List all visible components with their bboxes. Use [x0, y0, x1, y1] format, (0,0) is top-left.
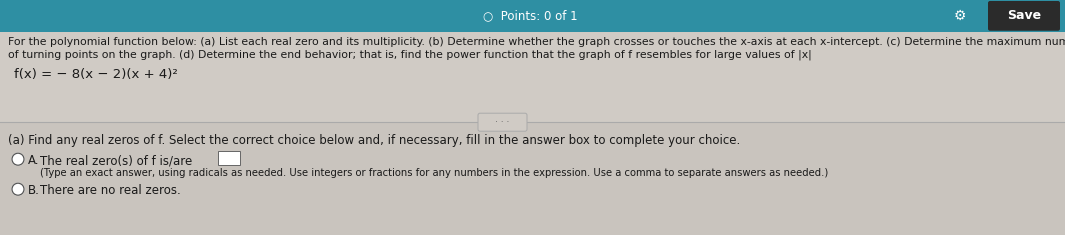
- Text: ⚙: ⚙: [954, 9, 966, 23]
- Text: f(x) = − 8(x − 2)(x + 4)²: f(x) = − 8(x − 2)(x + 4)²: [14, 68, 178, 81]
- Circle shape: [12, 153, 24, 165]
- FancyBboxPatch shape: [988, 1, 1060, 31]
- Text: A.: A.: [28, 154, 39, 167]
- Circle shape: [12, 183, 24, 195]
- Text: of turning points on the graph. (d) Determine the end behavior; that is, find th: of turning points on the graph. (d) Dete…: [9, 50, 812, 60]
- Text: B.: B.: [28, 184, 39, 197]
- Text: ○  Points: 0 of 1: ○ Points: 0 of 1: [482, 9, 577, 22]
- Bar: [0, 122, 1065, 235]
- Text: (a) Find any real zeros of f. Select the correct choice below and, if necessary,: (a) Find any real zeros of f. Select the…: [9, 134, 740, 147]
- Text: Save: Save: [1006, 9, 1042, 22]
- Text: · · ·: · · ·: [495, 118, 509, 127]
- FancyBboxPatch shape: [478, 113, 527, 131]
- Bar: [218, 151, 240, 165]
- Text: There are no real zeros.: There are no real zeros.: [40, 184, 181, 197]
- Text: (Type an exact answer, using radicals as needed. Use integers or fractions for a: (Type an exact answer, using radicals as…: [40, 168, 829, 178]
- Text: The real zero(s) of f is/are: The real zero(s) of f is/are: [40, 154, 193, 167]
- Text: For the polynomial function below: (a) List each real zero and its multiplicity.: For the polynomial function below: (a) L…: [9, 37, 1065, 47]
- Bar: [0, 32, 1065, 122]
- Bar: [0, 0, 1065, 32]
